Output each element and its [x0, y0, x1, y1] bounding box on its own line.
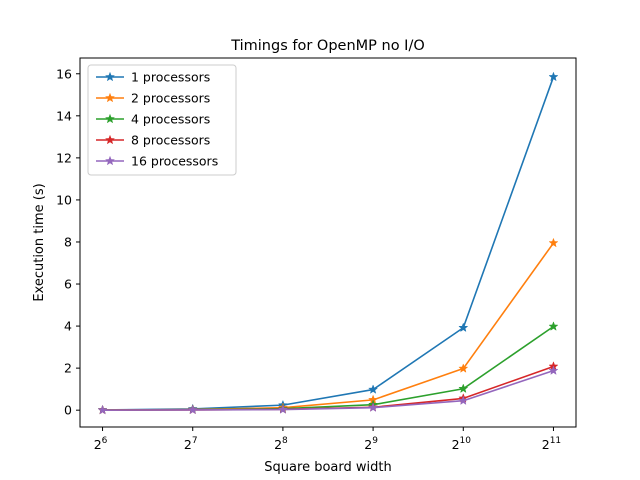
- series-line-2-processors: [102, 242, 555, 411]
- y-tick-label: 4: [64, 319, 72, 334]
- data-point-4-processors: [548, 321, 559, 331]
- data-point-1-processors: [548, 71, 559, 82]
- y-tick-label: 0: [64, 403, 72, 418]
- legend-label: 8 processors: [131, 133, 210, 148]
- x-tick-label: 210: [452, 436, 472, 452]
- data-point-2-processors: [548, 237, 559, 248]
- legend-label: 16 processors: [131, 154, 218, 169]
- plot-area: [97, 71, 559, 415]
- legend-marker: [104, 92, 116, 103]
- y-tick-label: 12: [56, 150, 72, 165]
- legend-marker: [104, 155, 116, 166]
- data-point-4-processors: [458, 383, 469, 394]
- data-point-16-processors: [548, 365, 559, 375]
- legend-box: [87, 64, 237, 176]
- legend-label: 4 processors: [131, 112, 210, 127]
- legend-marker: [104, 71, 116, 82]
- chart-title: Timings for OpenMP no I/O: [230, 38, 425, 54]
- x-axis: 26 27 28 29 210 211: [94, 427, 561, 452]
- data-point-2-processors: [458, 363, 469, 373]
- y-tick-label: 10: [56, 192, 72, 207]
- legend: 1 processors 2 processors 4 processors 8 pr…: [87, 64, 237, 176]
- x-tick-label: 29: [364, 436, 378, 452]
- y-tick-label: 6: [64, 277, 72, 292]
- legend-label: 2 processors: [131, 91, 210, 106]
- data-point-16-processors: [368, 402, 379, 412]
- legend-marker: [104, 113, 116, 124]
- x-tick-label: 26: [94, 436, 108, 452]
- y-tick-label: 2: [64, 361, 72, 376]
- y-tick-label: 16: [56, 66, 72, 81]
- y-tick-label: 8: [64, 234, 72, 249]
- legend-label: 1 processors: [131, 70, 210, 85]
- data-point-16-processors: [187, 404, 198, 415]
- x-axis-label: Square board width: [264, 460, 391, 475]
- x-tick-label: 28: [274, 436, 288, 452]
- data-point-1-processors: [458, 322, 469, 333]
- data-point-16-processors: [458, 395, 469, 406]
- axes-frame: [79, 57, 577, 428]
- x-tick-label: 27: [184, 436, 198, 452]
- y-tick-label: 14: [56, 108, 72, 123]
- series-line-16-processors: [102, 369, 554, 411]
- y-axis-label: Execution time (s): [32, 183, 47, 301]
- data-point-16-processors: [97, 404, 108, 415]
- data-point-1-processors: [368, 384, 379, 394]
- legend-marker: [104, 134, 116, 145]
- y-axis: 0 2 4 6 8 10 12 14 16: [56, 66, 80, 418]
- x-tick-label: 211: [542, 436, 561, 452]
- data-point-16-processors: [277, 404, 288, 414]
